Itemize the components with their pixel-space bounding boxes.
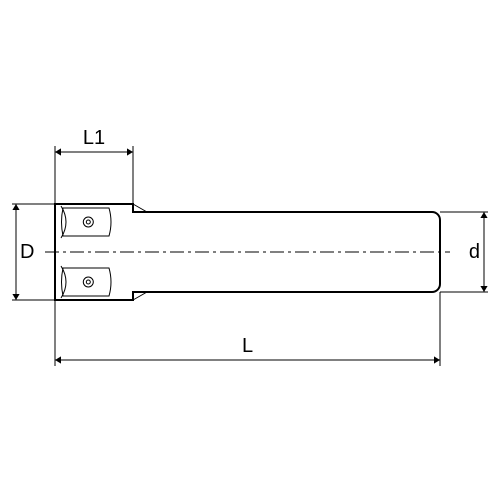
- arrowhead-icon: [480, 212, 487, 218]
- arrowhead-icon: [434, 356, 440, 363]
- head-step-top: [133, 204, 147, 212]
- arrowhead-icon: [12, 204, 19, 210]
- dim-label-D: D: [20, 241, 34, 263]
- arrowhead-icon: [127, 148, 133, 155]
- dim-label-d: d: [469, 241, 480, 263]
- insert-pocket: [61, 266, 111, 298]
- dim-label-L1: L1: [83, 127, 105, 149]
- arrowhead-icon: [480, 286, 487, 292]
- arrowhead-icon: [12, 294, 19, 300]
- dim-label-L: L: [242, 335, 253, 357]
- insert-pocket: [61, 206, 111, 238]
- arrowhead-icon: [55, 148, 61, 155]
- head-step-bottom: [133, 292, 147, 300]
- tool-dimension-diagram: L1 L Dd: [0, 0, 500, 500]
- arrowhead-icon: [55, 356, 61, 363]
